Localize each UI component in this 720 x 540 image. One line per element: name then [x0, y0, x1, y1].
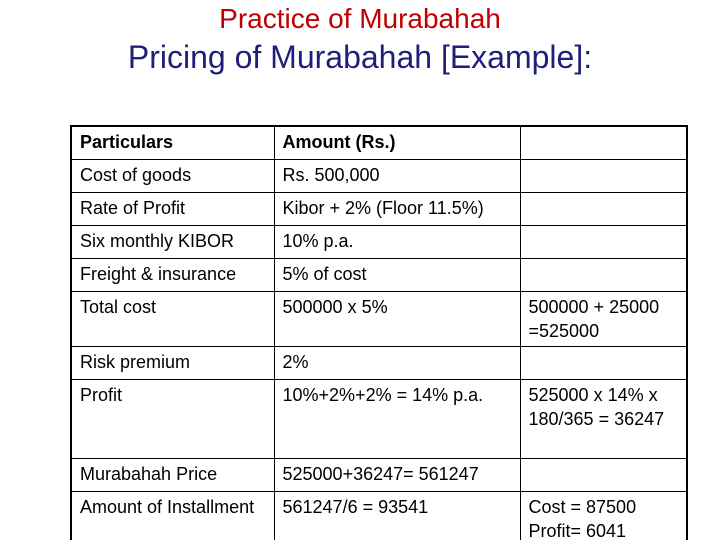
table-row: Risk premium 2%: [70, 346, 688, 380]
table-row: Murabahah Price 525000+36247= 561247: [70, 458, 688, 492]
row-calculation: Cost = 87500 Profit= 6041: [519, 491, 688, 540]
row-label: Freight & insurance: [70, 258, 275, 292]
table-row: Amount of Installment 561247/6 = 93541 C…: [70, 491, 688, 540]
pricing-table: Particulars Amount (Rs.) Cost of goods R…: [70, 125, 688, 540]
row-amount: 2%: [273, 346, 521, 380]
table-header-row: Particulars Amount (Rs.): [70, 125, 688, 160]
row-amount: 500000 x 5%: [273, 291, 521, 347]
slide-subtitle: Pricing of Murabahah [Example]:: [127, 39, 593, 75]
row-calculation: [519, 192, 688, 226]
row-label: Cost of goods: [70, 159, 275, 193]
slide-title: Practice of Murabahah: [219, 3, 501, 34]
row-amount: 10%+2%+2% = 14% p.a.: [273, 379, 521, 459]
row-label: Profit: [70, 379, 275, 459]
table-row: Total cost 500000 x 5% 500000 + 25000 =5…: [70, 291, 688, 347]
row-calculation: [519, 159, 688, 193]
row-label: Amount of Installment: [70, 491, 275, 540]
row-amount: 10% p.a.: [273, 225, 521, 259]
row-label: Risk premium: [70, 346, 275, 380]
row-calculation: 525000 x 14% x 180/365 = 36247: [519, 379, 688, 459]
row-amount: 525000+36247= 561247: [273, 458, 521, 492]
table-row: Profit 10%+2%+2% = 14% p.a. 525000 x 14%…: [70, 379, 688, 459]
row-calculation: [519, 458, 688, 492]
row-amount: Kibor + 2% (Floor 11.5%): [273, 192, 521, 226]
header-amount: Amount (Rs.): [273, 125, 521, 160]
table-row: Freight & insurance 5% of cost: [70, 258, 688, 292]
row-amount: 5% of cost: [273, 258, 521, 292]
table-row: Six monthly KIBOR 10% p.a.: [70, 225, 688, 259]
row-calculation: [519, 225, 688, 259]
row-calculation: [519, 258, 688, 292]
row-amount: Rs. 500,000: [273, 159, 521, 193]
row-label: Six monthly KIBOR: [70, 225, 275, 259]
row-label: Total cost: [70, 291, 275, 347]
table-row: Cost of goods Rs. 500,000: [70, 159, 688, 193]
row-calculation: [519, 346, 688, 380]
header-calculation: [519, 125, 688, 160]
table-row: Rate of Profit Kibor + 2% (Floor 11.5%): [70, 192, 688, 226]
row-amount: 561247/6 = 93541: [273, 491, 521, 540]
row-calculation: 500000 + 25000 =525000: [519, 291, 688, 347]
row-label: Rate of Profit: [70, 192, 275, 226]
header-particulars: Particulars: [70, 125, 275, 160]
row-label: Murabahah Price: [70, 458, 275, 492]
